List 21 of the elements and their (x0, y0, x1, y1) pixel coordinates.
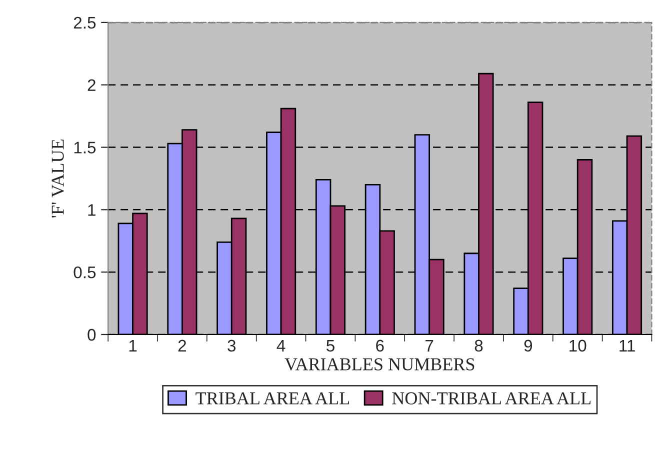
y-tick-label: 0.5 (74, 266, 96, 278)
x-tick-label: 2 (178, 340, 186, 352)
x-tick-label: 4 (276, 340, 286, 352)
y-tick-label: 1 (88, 204, 96, 216)
x-tick-label: 3 (228, 340, 236, 352)
y-axis-title: 'F' VALUE (52, 140, 64, 218)
x-tick-label: 10 (570, 340, 586, 352)
y-tick-label: 2 (88, 79, 96, 91)
x-tick-label: 1 (129, 340, 137, 352)
y-tick-label: 0 (88, 328, 96, 341)
x-tick-label: 11 (620, 340, 635, 352)
x-tick-label: 6 (376, 340, 384, 352)
x-axis-title: VARIABLES NUMBERS (284, 358, 474, 370)
x-tick-label: 9 (524, 340, 532, 352)
legend-label: TRIBAL AREA ALL (196, 392, 350, 404)
x-tick-label: 8 (474, 340, 483, 352)
y-tick-label: 2.5 (74, 16, 96, 29)
y-tick-label: 1.5 (74, 142, 96, 154)
x-tick-label: 5 (326, 340, 334, 352)
x-tick-label: 7 (426, 340, 434, 352)
legend-label: NON-TRIBAL AREA ALL (392, 392, 590, 404)
